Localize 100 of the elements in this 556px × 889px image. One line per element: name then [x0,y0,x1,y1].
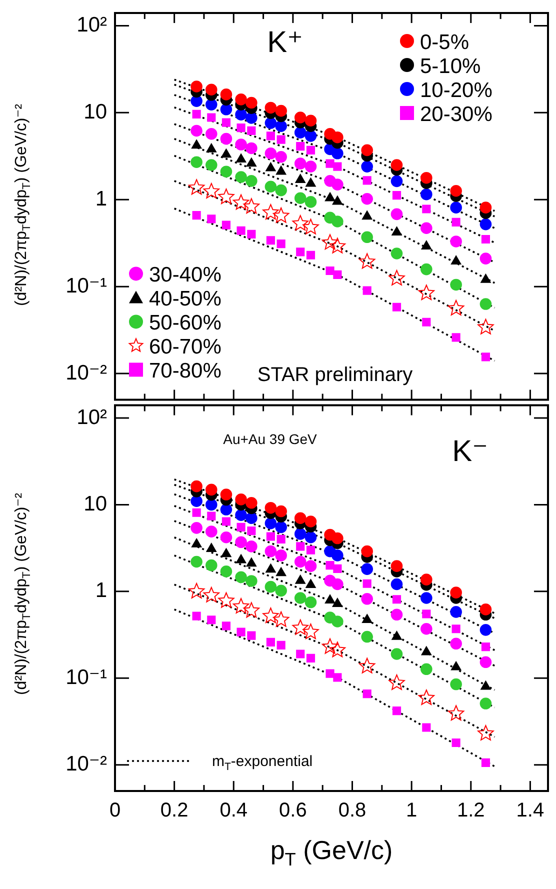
point [294,158,306,170]
point [390,560,403,572]
point [361,144,373,156]
x-tick-label: 0.4 [220,800,248,822]
point [390,608,403,621]
point [218,592,234,608]
point [329,642,346,658]
point [190,124,202,137]
point [304,531,317,544]
point [220,166,232,178]
point [422,723,431,732]
point [247,631,256,640]
point [235,108,247,120]
point [276,166,286,175]
point [264,180,277,193]
y-tick-label: 10² [76,406,107,429]
point [420,263,432,276]
point [218,188,234,204]
point [246,142,258,154]
point [235,571,247,584]
point [222,517,231,526]
point [332,550,344,562]
point [333,673,342,682]
point [420,172,432,184]
point [205,128,218,140]
point [361,563,373,575]
point [480,604,492,616]
point [190,495,202,508]
point [203,182,220,198]
point [362,579,372,588]
point [246,540,258,552]
point [264,102,277,114]
point [450,202,462,214]
point [246,558,257,567]
point [266,236,275,245]
x-tick-label: 1 [406,800,418,822]
point [481,758,490,767]
y-tick-label: 10⁻² [66,752,108,776]
point [296,142,305,151]
point [272,207,290,223]
legend-label: 20-30% [420,103,492,126]
point [266,638,275,646]
point [306,146,316,154]
point [222,220,231,230]
point [322,638,338,654]
point [450,606,462,618]
point [232,194,250,210]
point [246,96,258,109]
point [480,656,492,668]
point [420,592,432,604]
point [264,148,277,160]
point [326,561,334,570]
point [480,298,492,310]
point [243,198,260,214]
point [221,148,232,158]
point [480,680,491,690]
point [332,196,343,205]
point [275,505,287,518]
point [192,612,201,620]
annotation: K⁺ [267,26,303,59]
point [275,184,287,196]
point [450,184,462,197]
point [276,135,286,144]
point [306,178,316,187]
point [220,104,232,116]
point [294,556,306,568]
point [448,300,464,316]
point [361,231,373,244]
point [276,534,286,544]
point [294,126,306,138]
point [190,480,202,492]
point [264,545,277,558]
point [190,95,202,107]
point [205,484,218,496]
point [358,658,376,674]
point [332,216,344,228]
point [361,630,373,643]
point [222,622,231,630]
point [190,156,202,168]
y-tick-label: 10⁻² [66,361,108,384]
point [294,112,306,124]
point [264,517,277,530]
point [452,333,460,342]
point [304,114,317,127]
point [295,574,306,584]
point [420,188,432,200]
point [450,278,462,291]
point [304,516,317,528]
point [247,526,256,536]
point [296,650,305,658]
point [220,132,232,145]
point [276,567,286,576]
y-tick-label: 1 [95,187,107,210]
point [236,522,246,532]
point [295,174,306,183]
point [246,496,258,509]
point [236,123,246,132]
point [332,532,344,544]
point [272,611,290,627]
y-tick-label: 10 [84,492,107,516]
